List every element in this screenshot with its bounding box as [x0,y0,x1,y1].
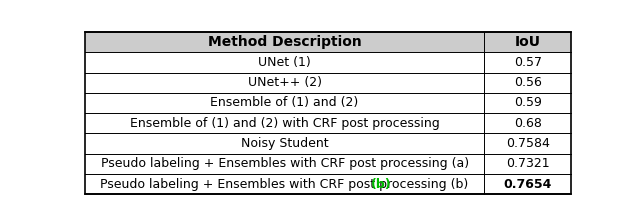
Text: UNet (1): UNet (1) [258,56,311,69]
Bar [85,32,571,52]
Text: Ensemble of (1) and (2) with CRF post processing: Ensemble of (1) and (2) with CRF post pr… [130,117,440,130]
Text: (b): (b) [371,178,391,191]
Text: 0.59: 0.59 [514,97,541,110]
Text: Noisy Student: Noisy Student [241,137,328,150]
Text: Pseudo labeling + Ensembles with CRF post processing (b): Pseudo labeling + Ensembles with CRF pos… [100,178,468,191]
Text: Method Description: Method Description [208,35,362,49]
Text: 0.56: 0.56 [514,76,541,89]
Text: 0.57: 0.57 [514,56,541,69]
Text: Pseudo labeling + Ensembles with CRF post processing (a): Pseudo labeling + Ensembles with CRF pos… [100,157,468,170]
Text: UNet++ (2): UNet++ (2) [248,76,322,89]
Text: 0.68: 0.68 [514,117,541,130]
Text: 0.7584: 0.7584 [506,137,550,150]
Text: Ensemble of (1) and (2): Ensemble of (1) and (2) [211,97,359,110]
Text: 0.7654: 0.7654 [504,178,552,191]
Text: 0.7321: 0.7321 [506,157,550,170]
Text: IoU: IoU [515,35,541,49]
